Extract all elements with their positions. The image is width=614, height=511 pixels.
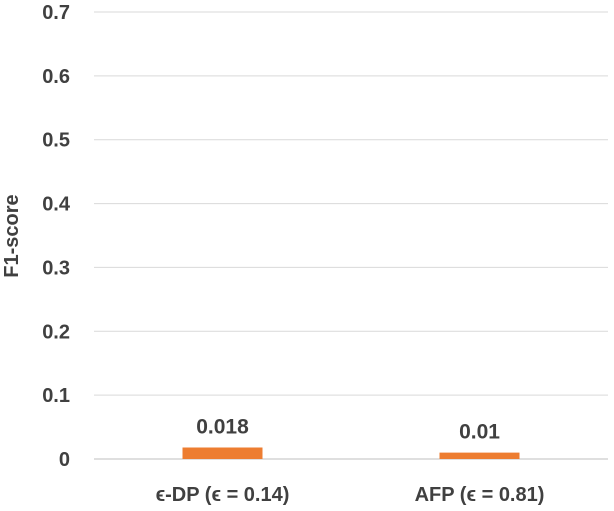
- data-labels: 0.018 0.01: [196, 416, 500, 444]
- bar-value-label: 0.018: [196, 416, 249, 439]
- x-tick-label: AFP (ϵ = 0.81): [415, 484, 545, 506]
- y-axis-tick-labels: 0 0.1 0.2 0.3 0.4 0.5 0.6 0.7: [42, 2, 71, 471]
- bar: [439, 452, 520, 459]
- y-tick-label: 0.4: [42, 194, 71, 216]
- y-tick-label: 0.3: [42, 257, 70, 279]
- y-tick-label: 0.5: [42, 130, 70, 152]
- bar: [182, 447, 263, 459]
- y-tick-label: 0.6: [42, 66, 70, 88]
- gridlines: [94, 11, 608, 460]
- bars: [182, 447, 520, 459]
- y-axis-title: F1-score: [1, 194, 23, 277]
- y-tick-label: 0.1: [42, 385, 70, 407]
- y-tick-label: 0.7: [42, 2, 70, 24]
- bar-value-label: 0.01: [459, 421, 500, 444]
- y-tick-label: 0: [59, 449, 70, 471]
- y-tick-label: 0.2: [42, 321, 70, 343]
- x-tick-label: ϵ-DP (ϵ = 0.14): [156, 484, 290, 506]
- x-axis-tick-labels: ϵ-DP (ϵ = 0.14) AFP (ϵ = 0.81): [156, 484, 545, 506]
